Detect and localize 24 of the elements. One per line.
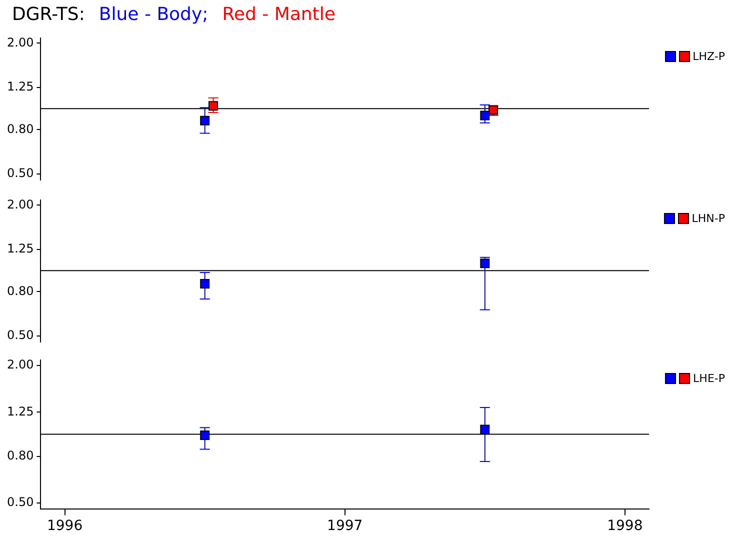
point [200,116,210,126]
text: Blue - Body; [98,4,208,25]
y-tick-label: 1.25 [7,404,34,418]
x-tick-label: 1998 [607,518,643,534]
point [208,101,218,111]
point [480,110,490,120]
y-tick-label: 2.00 [7,35,34,50]
x-tick-label: 1997 [327,518,363,534]
y-tick-label: 2.00 [7,358,34,372]
y-tick-label: 0.50 [7,495,34,510]
y-tick-label: 2.00 [7,197,34,212]
text: Red - Mantle [222,4,336,25]
y-tick-label: 1.25 [7,242,34,256]
text: LHN-P [692,212,725,225]
y-tick-label: 0.80 [7,122,34,136]
text: LHZ-P [692,50,725,63]
y-tick-label: 0.80 [7,284,34,298]
y-tick-label: 1.25 [7,80,34,94]
x-tick-label: 1996 [46,518,83,534]
y-tick-label: 0.50 [7,166,34,180]
text: LHE-P [693,372,725,385]
y-tick-label: 0.50 [7,328,34,342]
y-tick-label: 0.80 [7,448,34,463]
chart-title: DGR-TS: [12,4,85,25]
